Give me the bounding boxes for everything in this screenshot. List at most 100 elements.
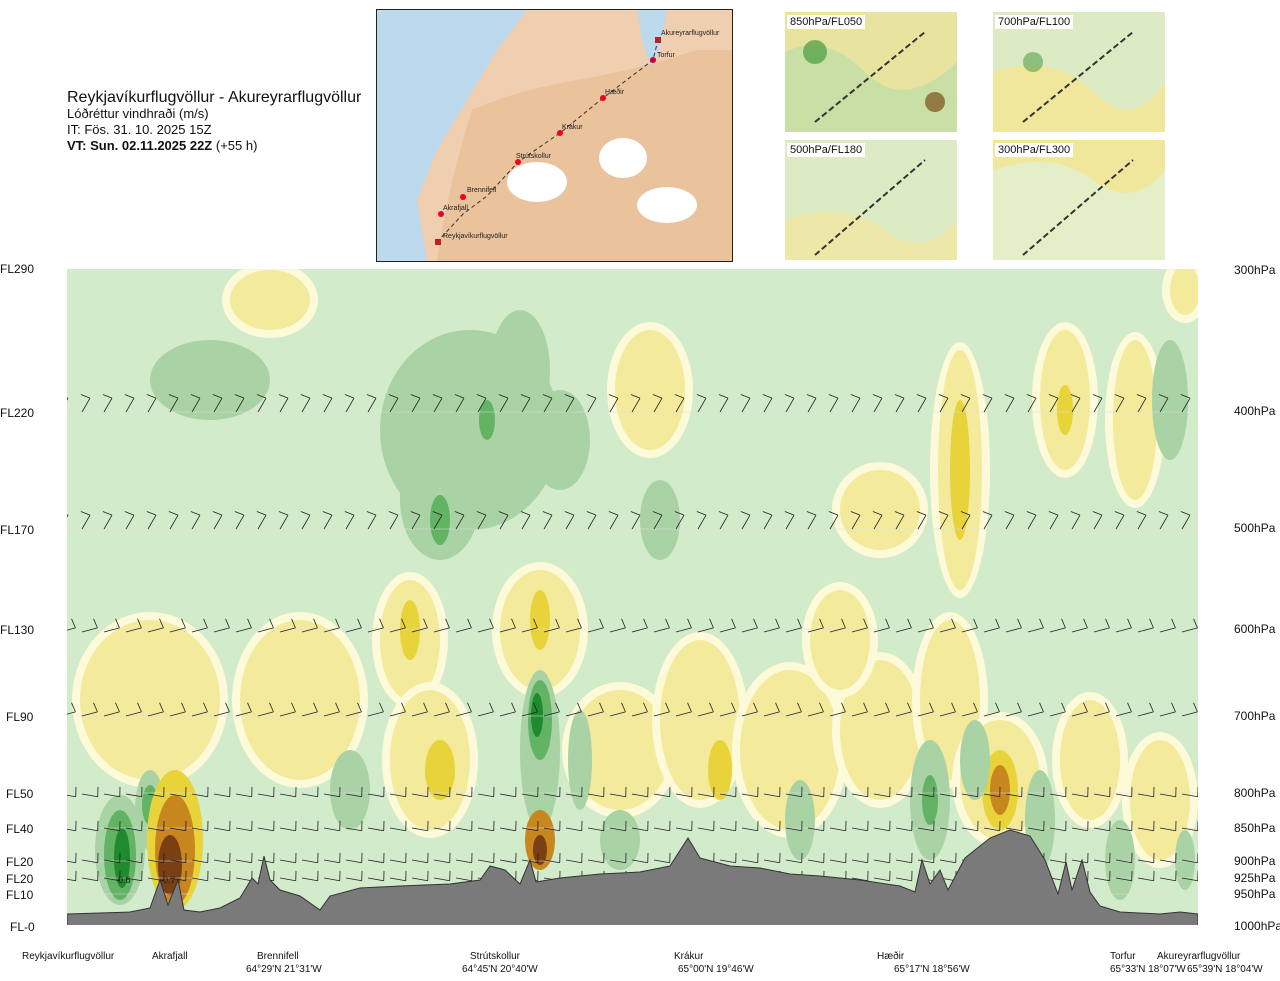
- wind-barb-flag: [335, 702, 340, 713]
- wind-barb-flag: [829, 245, 838, 249]
- wind-barb: [1005, 514, 1015, 530]
- updraft-core: [430, 495, 450, 545]
- wind-barb: [939, 827, 956, 832]
- wind-barb-flag: [643, 618, 648, 629]
- wind-barb: [1049, 397, 1059, 413]
- wind-barb: [587, 397, 597, 413]
- wind-barb: [81, 627, 98, 633]
- wind-barb: [873, 627, 890, 633]
- wind-barb: [499, 711, 516, 717]
- wind-barb: [1050, 248, 1058, 262]
- wind-barb: [631, 627, 648, 633]
- wind-barb: [1027, 711, 1044, 717]
- wind-barb: [411, 627, 428, 633]
- fl-label: FL10: [6, 888, 34, 902]
- wind-barb: [67, 397, 69, 401]
- wind-barb: [1049, 711, 1066, 717]
- wind-barb: [433, 397, 443, 413]
- wind-barb-flag: [885, 618, 890, 629]
- wind-barb: [191, 877, 208, 882]
- wind-barb: [104, 248, 112, 262]
- wind-barb: [565, 793, 582, 798]
- location-name: Brennifell: [257, 951, 299, 962]
- wind-barb: [895, 793, 912, 798]
- wind-barb-flag: [190, 394, 201, 399]
- wind-barb: [279, 397, 289, 413]
- wind-barb: [851, 514, 861, 530]
- wind-barb: [213, 877, 230, 882]
- wind-barb-flag: [345, 245, 354, 249]
- wind-barb: [917, 711, 934, 717]
- wind-barb-flag: [599, 618, 604, 629]
- waypoint-marker: [460, 194, 466, 200]
- downdraft-area: [810, 590, 870, 690]
- wind-barb: [609, 514, 619, 530]
- fl-label: FL220: [0, 406, 35, 420]
- wind-barb-flag: [731, 618, 736, 629]
- wind-barb: [829, 793, 846, 798]
- pressure-label: 800hPa: [1234, 786, 1276, 800]
- wind-barb: [126, 248, 134, 262]
- waypoint-label: Krákur: [562, 124, 583, 131]
- wind-barb: [1006, 248, 1014, 262]
- wind-barb: [499, 514, 509, 530]
- wind-barb-flag: [498, 511, 509, 516]
- wind-barb: [1005, 827, 1022, 832]
- wind-barb-flag: [1149, 702, 1154, 713]
- wind-barb: [1049, 827, 1066, 832]
- fl-label: FL20: [6, 855, 34, 869]
- updraft-area: [568, 710, 592, 810]
- wind-barb-flag: [454, 511, 465, 516]
- wind-barb: [279, 859, 296, 864]
- wind-barb-flag: [696, 511, 707, 516]
- wind-barb: [279, 877, 296, 882]
- wind-barb-flag: [797, 702, 802, 713]
- wind-barb: [279, 827, 296, 832]
- wind-barb: [1159, 793, 1176, 798]
- wind-barb: [1071, 793, 1088, 798]
- wind-barb: [1049, 627, 1066, 633]
- wind-barb: [983, 711, 1000, 717]
- wind-barb-flag: [489, 702, 494, 713]
- wind-barb-flag: [291, 618, 296, 629]
- waypoint-marker: [600, 95, 606, 101]
- wind-barb-flag: [740, 394, 751, 399]
- wind-barb-flag: [982, 394, 993, 399]
- valid-time-offset: (+55 h): [215, 138, 258, 153]
- wind-barb-flag: [93, 702, 98, 713]
- wind-barb: [103, 859, 120, 864]
- wind-barb-flag: [1048, 394, 1059, 399]
- wind-barb-flag: [1115, 245, 1124, 249]
- wind-barb: [389, 627, 406, 633]
- wind-barb: [741, 711, 758, 717]
- wind-barb: [741, 859, 758, 864]
- wind-barb-flag: [674, 394, 685, 399]
- wind-barb-flag: [234, 394, 245, 399]
- downdraft-core: [425, 740, 455, 800]
- wind-barb-flag: [168, 394, 179, 399]
- wind-barb: [851, 827, 868, 832]
- wind-barb-flag: [1105, 618, 1110, 629]
- wind-barb: [720, 248, 728, 262]
- wind-barb-flag: [753, 618, 758, 629]
- updraft-area: [600, 810, 640, 870]
- wind-barb: [874, 248, 882, 262]
- wind-barb-flag: [1039, 702, 1044, 713]
- updraft-area: [150, 340, 270, 420]
- wind-barb: [918, 248, 926, 262]
- wind-barb: [1027, 827, 1044, 832]
- fl-label: FL20: [6, 872, 34, 886]
- wind-barb: [1115, 711, 1132, 717]
- wind-barb: [917, 859, 934, 864]
- wind-barb-flag: [819, 702, 824, 713]
- wind-barb: [389, 514, 399, 530]
- wind-barb-flag: [863, 618, 868, 629]
- wind-barb-flag: [630, 394, 641, 399]
- wind-barb-flag: [939, 245, 948, 249]
- wind-barb: [81, 859, 98, 864]
- wind-barb: [675, 397, 685, 413]
- waypoint-label: Reykjavíkurflugvöllur: [443, 233, 508, 240]
- wind-barb: [631, 859, 648, 864]
- wind-barb-flag: [850, 511, 861, 516]
- wind-barb: [103, 711, 120, 717]
